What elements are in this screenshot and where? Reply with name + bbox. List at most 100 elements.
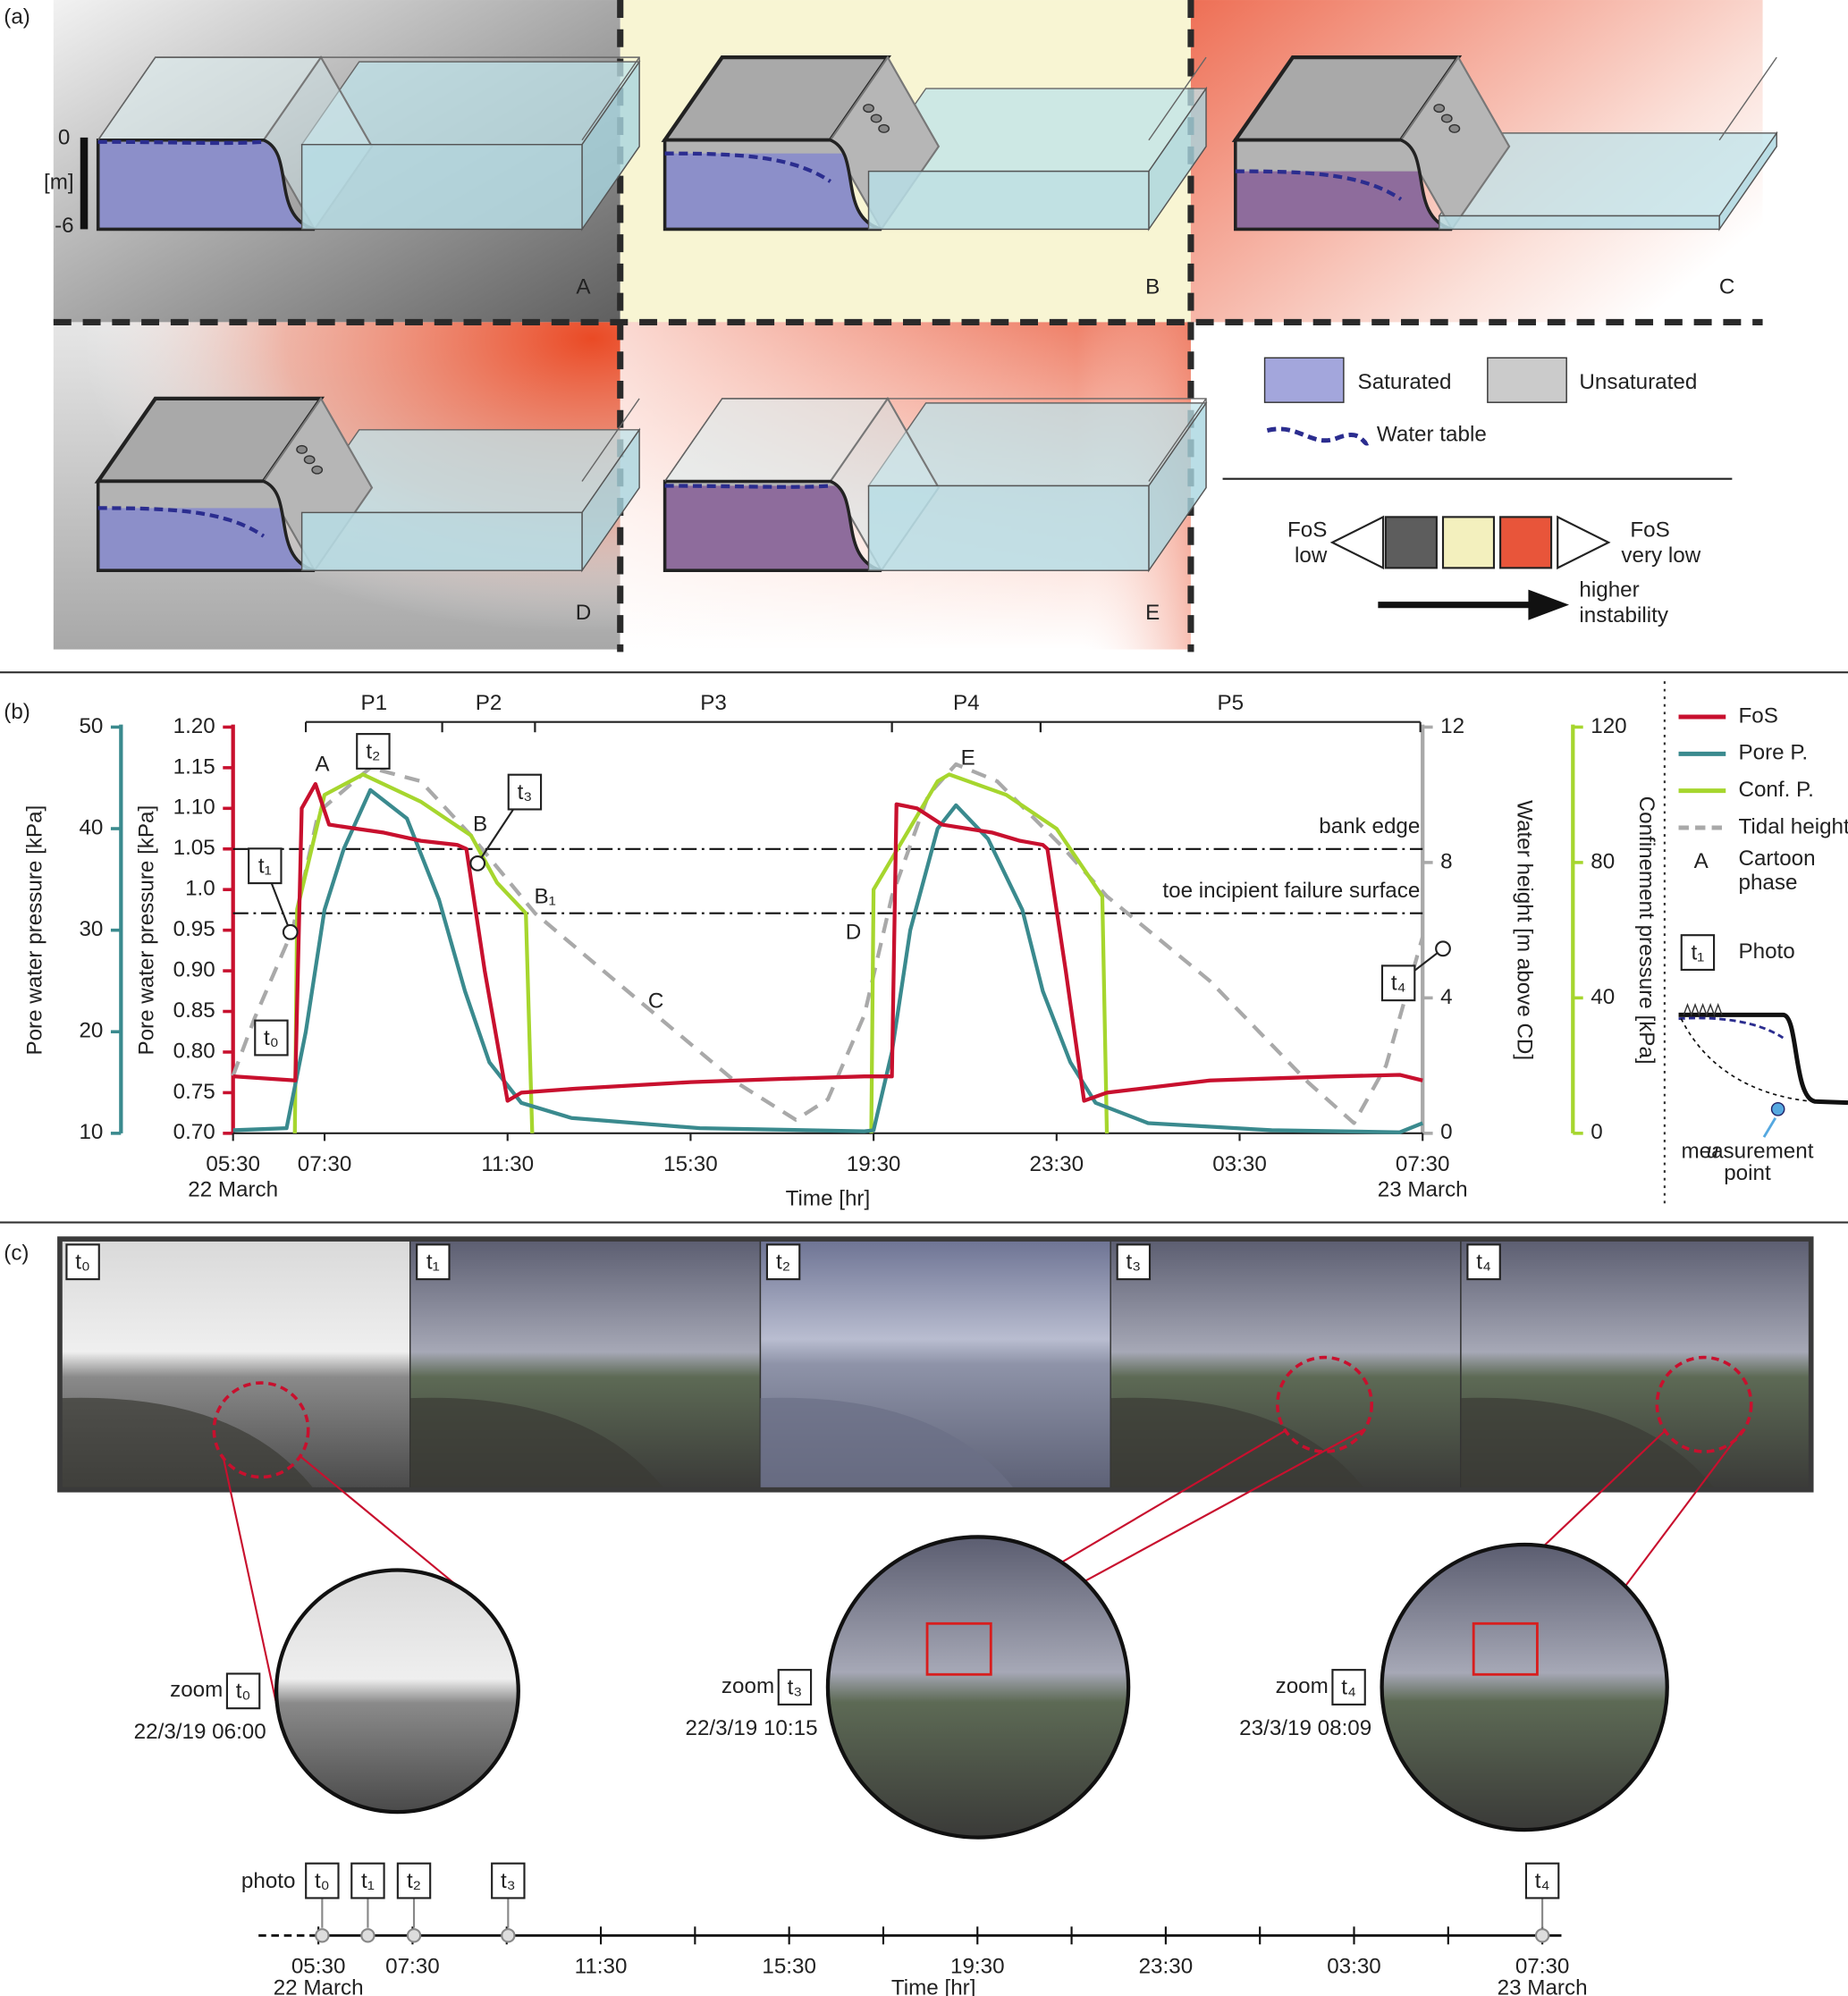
tag-label: t₃	[518, 780, 533, 804]
timeline-label: 11:30	[575, 1954, 628, 1978]
y-tick-label: 0.90	[173, 957, 215, 981]
zoom-source	[1276, 1355, 1374, 1453]
y-tick-label: 80	[1591, 849, 1615, 873]
timeline-date: 22 March	[274, 1976, 364, 1996]
y-tick-label: 30	[79, 917, 103, 941]
legend-text: FoS	[1738, 703, 1777, 728]
photo-point	[1435, 940, 1451, 957]
timeline-word: photo	[241, 1869, 296, 1893]
timeline-label: 23:30	[1139, 1954, 1194, 1978]
photo-time	[315, 1928, 330, 1943]
box-edge	[1718, 56, 1777, 141]
zoom-connector	[222, 1455, 278, 1705]
scale-label: -6	[55, 214, 74, 238]
saturated-zone	[97, 508, 315, 571]
photo-point	[282, 923, 299, 940]
legend-water-table	[1266, 426, 1370, 446]
tag-label: t₃	[501, 1869, 516, 1893]
zoom-word: zoom	[1276, 1674, 1329, 1698]
tag-label: t₀	[264, 1026, 279, 1050]
tag-label: t₁	[258, 855, 272, 879]
phase-letter: C	[1719, 274, 1734, 299]
tag-label: t₄	[1391, 972, 1406, 996]
legend-swatch	[1487, 357, 1567, 403]
timeline-date: 23 March	[1498, 1976, 1588, 1996]
tag-box	[416, 1243, 451, 1281]
tag-label: t₀	[75, 1251, 90, 1275]
phase-letter: A	[576, 274, 591, 299]
legend-text: very low	[1621, 543, 1700, 568]
x-date-label: 22 March	[188, 1177, 278, 1201]
tag-box	[1680, 934, 1716, 972]
y-tick-label: 40	[1591, 985, 1615, 1009]
phase-point-label: A	[315, 753, 330, 777]
legend-text: FoS	[1630, 518, 1669, 542]
legend-text: Unsaturated	[1579, 370, 1697, 394]
reference-label: bank edge	[1319, 814, 1420, 838]
tag-label: t₃	[788, 1675, 803, 1699]
crack	[870, 114, 882, 123]
phase-label: P3	[700, 691, 727, 715]
zoom-highlight	[925, 1621, 992, 1676]
cartoon	[96, 55, 641, 232]
zoom-highlight	[1472, 1621, 1539, 1676]
photo-time	[501, 1928, 516, 1943]
phase-point-label: E	[961, 745, 975, 770]
panel-label: (c)	[4, 1242, 29, 1266]
y-tick-label: 12	[1440, 714, 1464, 738]
crack	[303, 455, 316, 465]
tag-box	[225, 1672, 261, 1710]
tag-box	[248, 847, 283, 885]
legend-symbol: A	[1694, 849, 1709, 873]
y-tick-label: 1.05	[173, 836, 215, 860]
water-front	[300, 143, 583, 231]
scale-bar	[80, 137, 89, 230]
phase-label: P5	[1217, 691, 1244, 715]
legend-triangle	[1557, 515, 1611, 570]
tag-box	[491, 1862, 526, 1899]
crack	[311, 465, 324, 475]
zoom-date: 22/3/19 06:00	[134, 1720, 266, 1744]
axis-title: Time [hr]	[786, 1186, 871, 1210]
scale-label: 0	[58, 126, 70, 150]
crack	[878, 123, 890, 133]
axis-title: Confinement pressure [kPa]	[1634, 796, 1658, 1065]
y-tick-label: 0.75	[173, 1080, 215, 1104]
zoom-source	[212, 1381, 310, 1479]
y-tick-label: 0.85	[173, 998, 215, 1023]
crack	[1440, 114, 1453, 123]
zoom-word: zoom	[721, 1674, 774, 1698]
photo-time	[1534, 1928, 1550, 1943]
tag-box	[356, 733, 391, 770]
tag-label: t₁	[426, 1251, 440, 1275]
y-tick-label: 4	[1440, 985, 1452, 1009]
legend-text: measurement	[1681, 1140, 1813, 1164]
box-outline	[97, 56, 640, 147]
axis-title: Time [hr]	[891, 1976, 976, 1996]
legend-text: Photo	[1738, 939, 1794, 964]
legend-text: Conf. P.	[1738, 778, 1813, 802]
zoom-photo	[1380, 1542, 1669, 1832]
water-front	[1439, 215, 1720, 231]
tag-box	[1466, 1243, 1501, 1281]
tag-label: t₄	[1535, 1869, 1550, 1893]
schematic-surface	[1680, 1018, 1835, 1104]
box-edge	[581, 398, 640, 482]
legend-text: Water table	[1377, 423, 1487, 447]
panel-label: (b)	[4, 700, 30, 724]
tag-label: t₀	[315, 1869, 330, 1893]
zoom-source	[1655, 1355, 1753, 1453]
tag-box	[765, 1243, 801, 1281]
crack	[296, 444, 308, 454]
scarp	[829, 55, 941, 232]
water-front	[300, 511, 583, 571]
legend-arrowhead	[1528, 589, 1570, 620]
saturated-zone	[1235, 171, 1452, 230]
x-tick-label: 19:30	[847, 1152, 901, 1176]
legend-swatch	[1263, 357, 1345, 403]
x-tick-label: 07:30	[298, 1152, 352, 1176]
tag-box	[350, 1862, 385, 1899]
x-tick-label: 03:30	[1212, 1152, 1267, 1176]
timeline-label: 15:30	[762, 1954, 816, 1978]
legend-text: Cartoon	[1738, 846, 1815, 871]
